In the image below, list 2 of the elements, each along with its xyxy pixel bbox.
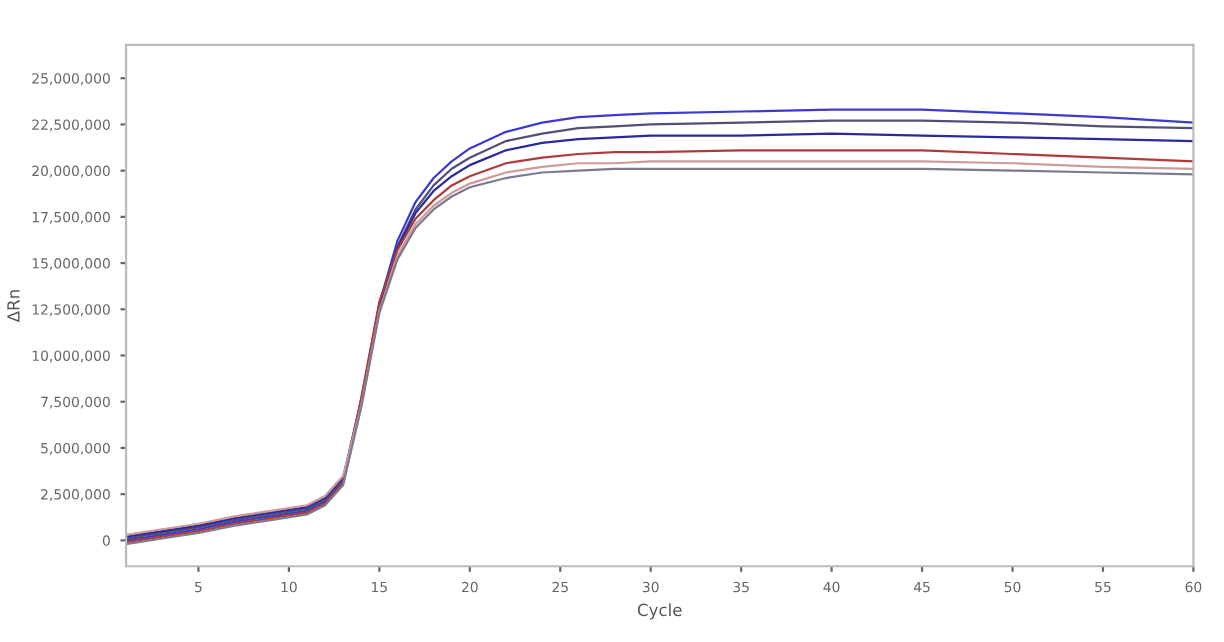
y-axis-title: ΔRn bbox=[7, 290, 20, 323]
x-axis-title: Cycle bbox=[637, 603, 682, 620]
